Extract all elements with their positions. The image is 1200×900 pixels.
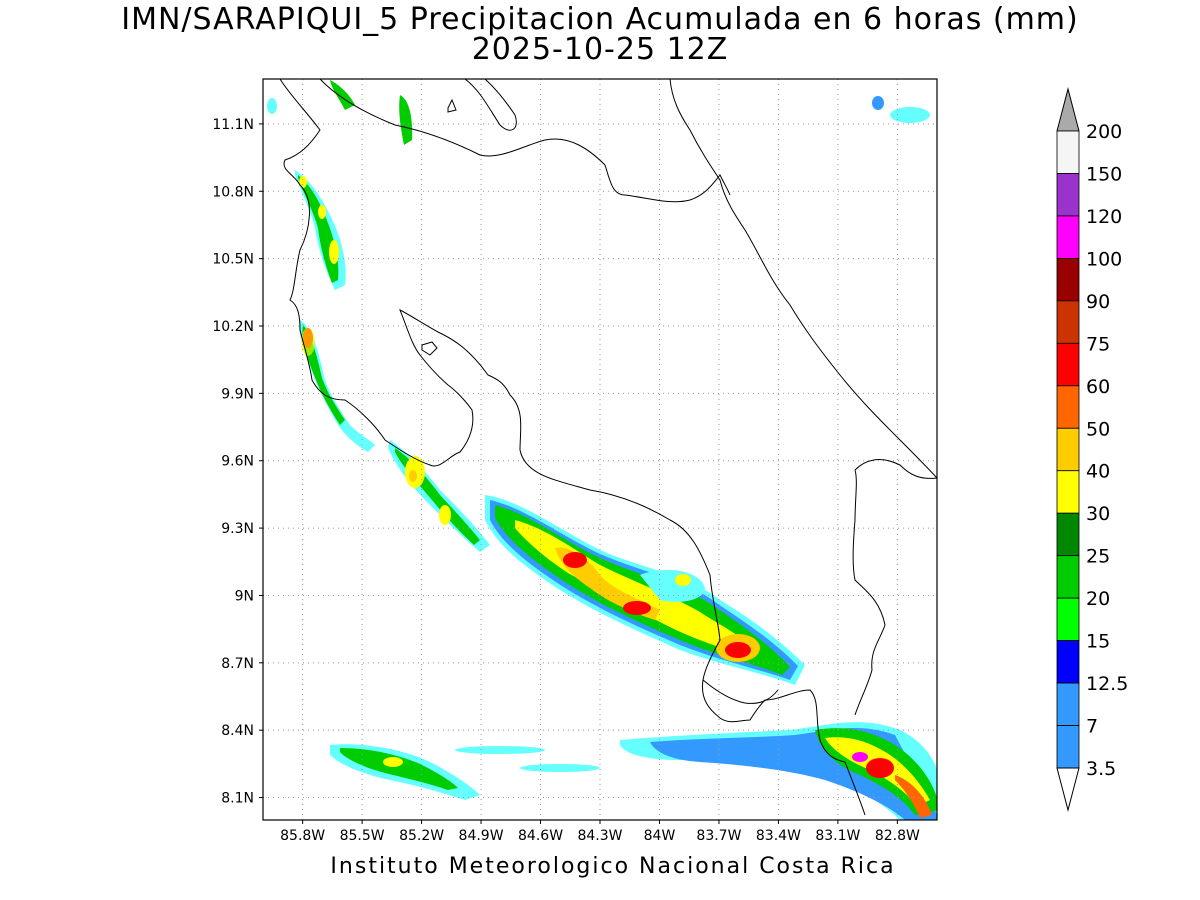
lake-nicaragua-shore: [464, 79, 517, 131]
panama-border-north: [854, 459, 937, 479]
x-tick-label: 84W: [644, 828, 676, 844]
rain-core-red-south-east: [866, 758, 894, 778]
rain-band-south-east-orange: [895, 775, 932, 818]
colorbar-label: 20: [1086, 588, 1110, 610]
x-tick-label: 83.7W: [696, 828, 741, 844]
rain-core-red-1: [563, 552, 587, 568]
colorbar-label: 25: [1086, 546, 1110, 568]
rain-core-magenta-south-east: [852, 752, 868, 762]
gulf-nicoya-island: [421, 341, 438, 356]
rain-cell-guanacaste-yellow-3: [329, 240, 339, 264]
y-tick-label: 8.7N: [221, 656, 254, 672]
nicaragua-border: [319, 79, 731, 203]
panama-border: [852, 469, 886, 716]
rain-cell-south-cyan-2: [520, 764, 600, 772]
y-tick-label: 10.8N: [212, 184, 254, 200]
rain-cell-blue-ne: [872, 96, 884, 110]
caribbean-coast: [669, 79, 937, 479]
y-tick-label: 8.1N: [221, 791, 254, 807]
colorbar-swatch: [1056, 130, 1080, 174]
rain-cell-nicoya-orange: [409, 470, 417, 482]
colorbar-label: 15: [1086, 631, 1110, 653]
colorbar-under-triangle: [1056, 767, 1080, 812]
x-tick-label: 85.8W: [280, 828, 325, 844]
rain-cell-north-2: [399, 95, 413, 145]
colorbar-label: 12.5: [1086, 673, 1128, 695]
colorbar-swatch: [1056, 342, 1080, 387]
x-tick-label: 83.4W: [756, 828, 801, 844]
colorbar-label: 40: [1086, 461, 1110, 483]
colorbar-swatch: [1056, 300, 1080, 344]
rain-cell-yellow-east: [675, 574, 691, 586]
colorbar-swatch: [1056, 640, 1080, 684]
colorbar-swatch: [1056, 385, 1080, 429]
y-tick-label: 9.3N: [221, 521, 254, 537]
rain-cell-nicoya-yellow-2: [439, 505, 451, 525]
chart-title: IMN/SARAPIQUI_5 Precipitacion Acumulada …: [121, 2, 1079, 37]
osa-peninsula: [702, 679, 779, 704]
colorbar-label: 60: [1086, 376, 1110, 398]
colorbar-label: 120: [1086, 206, 1122, 228]
colorbar-swatch: [1056, 682, 1080, 726]
colorbar-label: 200: [1086, 121, 1122, 143]
precipitation-field: [267, 80, 937, 820]
rain-cell-cyan-nw: [267, 98, 277, 114]
coastlines-and-borders: [279, 79, 937, 816]
y-tick-label: 10.5N: [212, 252, 254, 268]
colorbar-swatch: [1056, 257, 1080, 302]
colorbar-swatch: [1056, 173, 1080, 217]
colorbar-swatch: [1056, 470, 1080, 514]
rain-band-central-pacific-yellow: [515, 520, 750, 655]
x-tick-label: 84.9W: [459, 828, 504, 844]
colorbar-label: 7: [1086, 716, 1098, 738]
rain-cell-guanacaste-yellow-2: [318, 205, 326, 219]
chart-subtitle-date: 2025-10-25 12Z: [471, 32, 729, 67]
rain-cell-south-cyan-1: [455, 746, 545, 754]
rain-cell-guanacaste-yellow-1: [299, 176, 307, 188]
colorbar-label: 90: [1086, 291, 1110, 313]
y-tick-label: 9.6N: [221, 454, 254, 470]
rain-cell-cyan-ne: [890, 107, 930, 123]
colorbar-label: 75: [1086, 333, 1110, 355]
footer-credit: Instituto Meteorologico Nacional Costa R…: [330, 854, 896, 879]
small-island-north: [447, 98, 457, 113]
x-tick-label: 85.2W: [399, 828, 444, 844]
colorbar-swatch: [1056, 512, 1080, 557]
colorbar-label: 50: [1086, 418, 1110, 440]
rain-cell-north: [330, 80, 355, 110]
colorbar-swatch: [1056, 215, 1080, 259]
x-tick-label: 84.6W: [518, 828, 563, 844]
colorbar-swatch: [1056, 597, 1080, 642]
x-tick-label: 84.3W: [577, 828, 622, 844]
y-tick-label: 10.2N: [212, 319, 254, 335]
colorbar-label: 30: [1086, 503, 1110, 525]
rain-band-northwest-coast: [299, 320, 375, 452]
rain-cell-south-west-yellow: [383, 757, 403, 767]
pacific-coast: [279, 79, 866, 816]
colorbar-label: 3.5: [1086, 758, 1116, 780]
x-tick-label: 85.5W: [340, 828, 385, 844]
colorbar: 3.5 7 12.5 15 20 25 30 40 50 60 75 90 100 120 150 200: [1056, 87, 1128, 812]
rain-band-south-west-green: [340, 748, 458, 790]
rain-core-red-3: [725, 642, 751, 658]
colorbar-swatch: [1056, 725, 1080, 769]
rain-band-guanacaste-green: [298, 175, 339, 283]
colorbar-label: 100: [1086, 248, 1122, 270]
map-axes: 85.8W 85.5W 85.2W 84.9W 84.6W 84.3W 84W 83.7W 83…: [212, 117, 920, 844]
y-tick-label: 9N: [235, 588, 254, 604]
x-tick-label: 82.8W: [875, 828, 920, 844]
y-tick-label: 11.1N: [212, 117, 254, 133]
rain-core-red-2: [623, 601, 651, 615]
colorbar-swatch: [1056, 555, 1080, 599]
y-tick-label: 8.4N: [221, 723, 254, 739]
map-grid: [263, 79, 937, 820]
colorbar-swatch: [1056, 427, 1080, 472]
colorbar-label: 150: [1086, 163, 1122, 185]
x-tick-label: 83.1W: [815, 828, 860, 844]
colorbar-over-triangle: [1056, 87, 1080, 132]
y-tick-label: 9.9N: [221, 386, 254, 402]
